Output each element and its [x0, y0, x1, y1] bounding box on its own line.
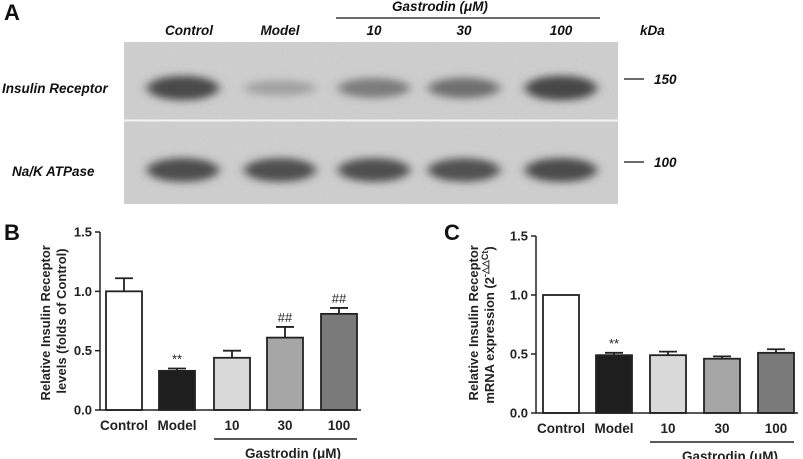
blot-band: [428, 77, 500, 99]
blot-band: [525, 75, 597, 101]
panel-c-y-title-line-2: mRNA expression (2: [482, 277, 497, 404]
blot-bands: [147, 75, 597, 183]
panel-c-mrna-chart: C Relative Insulin Receptor mRNA express…: [444, 220, 798, 459]
row-label-insulin-receptor: Insulin Receptor: [2, 81, 109, 96]
significance-label: **: [172, 351, 182, 366]
panel-b-protein-chart: B Relative Insulin Receptor levels (fold…: [4, 220, 361, 459]
bar: [320, 312, 358, 411]
panel-b-letter: B: [4, 220, 20, 245]
x-tick-label: 30: [714, 421, 729, 436]
group-label: Gastrodin (μM): [245, 446, 341, 459]
kda-unit-label: kDa: [640, 23, 665, 38]
panel-c-y-title-superscript: -△△Ct: [480, 251, 490, 277]
bar: [266, 336, 304, 411]
marker-label-150: 150: [654, 72, 677, 87]
lane-labels: Control Model 10 30 100: [165, 23, 573, 38]
x-tick-label: 10: [224, 418, 239, 433]
bar: [703, 357, 741, 414]
panel-c-plot-area: 0.0 0.5 1.0 1.5 Control ** Model 10 30 100 Gastrod…: [510, 229, 798, 459]
significance-label: **: [609, 336, 619, 351]
group-label: Gastrodin (μM): [682, 449, 778, 459]
y-tick-label: 0.0: [510, 406, 528, 421]
bar: [105, 290, 143, 411]
panel-c-y-title-close: ): [482, 246, 497, 250]
x-tick-label: Model: [595, 421, 634, 436]
y-tick-label: 0.5: [510, 347, 528, 362]
panel-b-y-title-line-1: Relative Insulin Receptor: [38, 245, 53, 400]
x-tick-label: Model: [158, 418, 197, 433]
x-tick-label: Control: [100, 418, 148, 433]
panel-a-letter: A: [4, 0, 20, 25]
y-tick-label: 0.0: [74, 403, 92, 418]
panel-c-y-title-line-1: Relative Insulin Receptor: [466, 245, 481, 400]
lane-label: Control: [165, 23, 213, 38]
bar: [213, 356, 251, 411]
marker-label-100: 100: [654, 155, 677, 170]
y-tick-label: 1.0: [74, 284, 92, 299]
lane-label: 100: [550, 23, 573, 38]
x-tick-label: 30: [277, 418, 292, 433]
blot-band: [338, 78, 410, 98]
y-tick-label: 0.5: [74, 343, 92, 358]
blot-band: [244, 80, 316, 96]
lane-label: 10: [366, 23, 382, 38]
panel-b-y-axis-title: Relative Insulin Receptor levels (folds …: [38, 242, 69, 401]
y-tick-label: 1.0: [510, 288, 528, 303]
blot-band: [525, 157, 597, 183]
bar: [158, 369, 196, 411]
x-tick-label: 100: [328, 418, 351, 433]
y-tick-label: 1.5: [510, 229, 528, 244]
x-tick-label: Control: [537, 421, 585, 436]
gastrodin-group-label: Gastrodin (μM): [392, 0, 488, 14]
panel-c-letter: C: [444, 220, 460, 245]
panel-b-plot-area: 0.0 0.5 1.0 1.5 Control ** Model 10 ## 30 ## 100 Gas…: [74, 225, 361, 459]
bar: [757, 351, 795, 414]
bar: [649, 354, 687, 414]
blot-band: [338, 158, 410, 182]
panel-c-y-axis-title: Relative Insulin Receptor mRNA expressio…: [466, 242, 497, 404]
row-label-na-k-atpase: Na/K ATPase: [12, 164, 95, 179]
blot-band: [147, 75, 219, 101]
blot-band: [428, 158, 500, 182]
significance-label: ##: [332, 291, 347, 306]
y-tick-label: 1.5: [74, 225, 92, 240]
x-tick-label: 100: [765, 421, 788, 436]
x-tick-label: 10: [660, 421, 675, 436]
blot-band: [244, 158, 316, 182]
bar: [595, 354, 633, 414]
panel-a-western-blot: A Gastrodin (μM) kDa Control Model 10 30 100…: [2, 0, 677, 204]
panel-b-y-title-line-2: levels (folds of Control): [54, 248, 69, 393]
bar: [542, 294, 580, 414]
lane-label: 30: [456, 23, 472, 38]
blot-band: [147, 158, 219, 182]
lane-label: Model: [261, 23, 300, 38]
significance-label: ##: [278, 310, 293, 325]
